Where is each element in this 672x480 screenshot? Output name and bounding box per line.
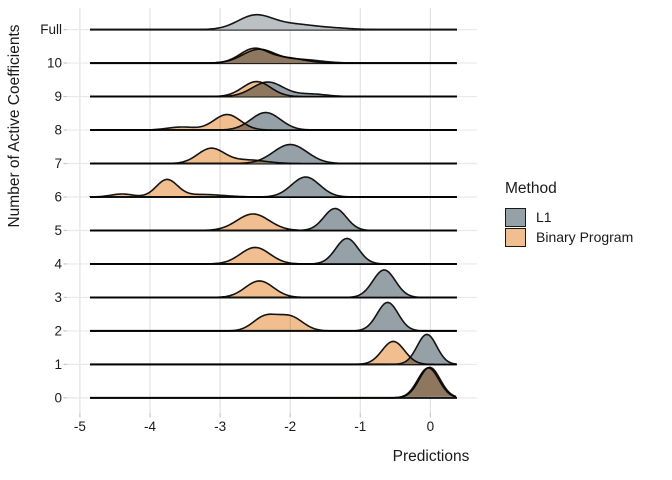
x-tick-label: -3 xyxy=(214,419,226,434)
legend-entry-l1: L1 xyxy=(505,207,633,227)
x-axis-title: Predictions xyxy=(392,448,470,465)
legend-swatch-binary-program xyxy=(505,227,526,247)
row-label: 8 xyxy=(54,123,62,138)
density-binary xyxy=(90,113,456,131)
row-label: Full xyxy=(40,22,62,37)
row-label: 9 xyxy=(54,89,62,104)
row-label: 5 xyxy=(54,223,62,238)
density-binary xyxy=(90,147,456,165)
density-binary xyxy=(90,340,456,366)
legend: Method L1 Binary Program xyxy=(505,180,633,247)
density-binary xyxy=(90,80,456,98)
row-label: 4 xyxy=(54,256,62,271)
row-label: 1 xyxy=(54,357,62,372)
density-l1 xyxy=(90,111,456,131)
x-tick-label: 0 xyxy=(427,419,435,434)
legend-entry-binary-program: Binary Program xyxy=(505,227,633,247)
density-binary xyxy=(89,178,456,198)
legend-swatch-l1 xyxy=(505,207,526,227)
row-label: 2 xyxy=(54,323,62,338)
x-tick-label: -5 xyxy=(74,419,86,434)
density-l1 xyxy=(90,367,457,399)
row-label: 3 xyxy=(54,290,62,305)
row-label: 6 xyxy=(54,190,62,205)
density-binary xyxy=(90,313,456,332)
density-binary xyxy=(90,366,457,399)
x-tick-label: -1 xyxy=(354,419,366,434)
row-label: 7 xyxy=(54,156,62,171)
density-binary xyxy=(90,213,456,232)
density-binary xyxy=(90,246,456,265)
x-tick-label: -4 xyxy=(144,419,156,434)
density-binary xyxy=(90,47,456,64)
y-axis-title: Number of Active Coefficients xyxy=(6,24,23,228)
legend-label-binary-program: Binary Program xyxy=(536,229,634,245)
legend-title: Method xyxy=(505,180,557,197)
row-label: 10 xyxy=(47,56,62,71)
density-full xyxy=(90,13,456,31)
row-label: 0 xyxy=(54,390,62,405)
density-l1 xyxy=(90,143,456,165)
legend-label-l1: L1 xyxy=(536,209,552,225)
x-tick-label: -2 xyxy=(284,419,296,434)
density-binary xyxy=(90,280,456,299)
